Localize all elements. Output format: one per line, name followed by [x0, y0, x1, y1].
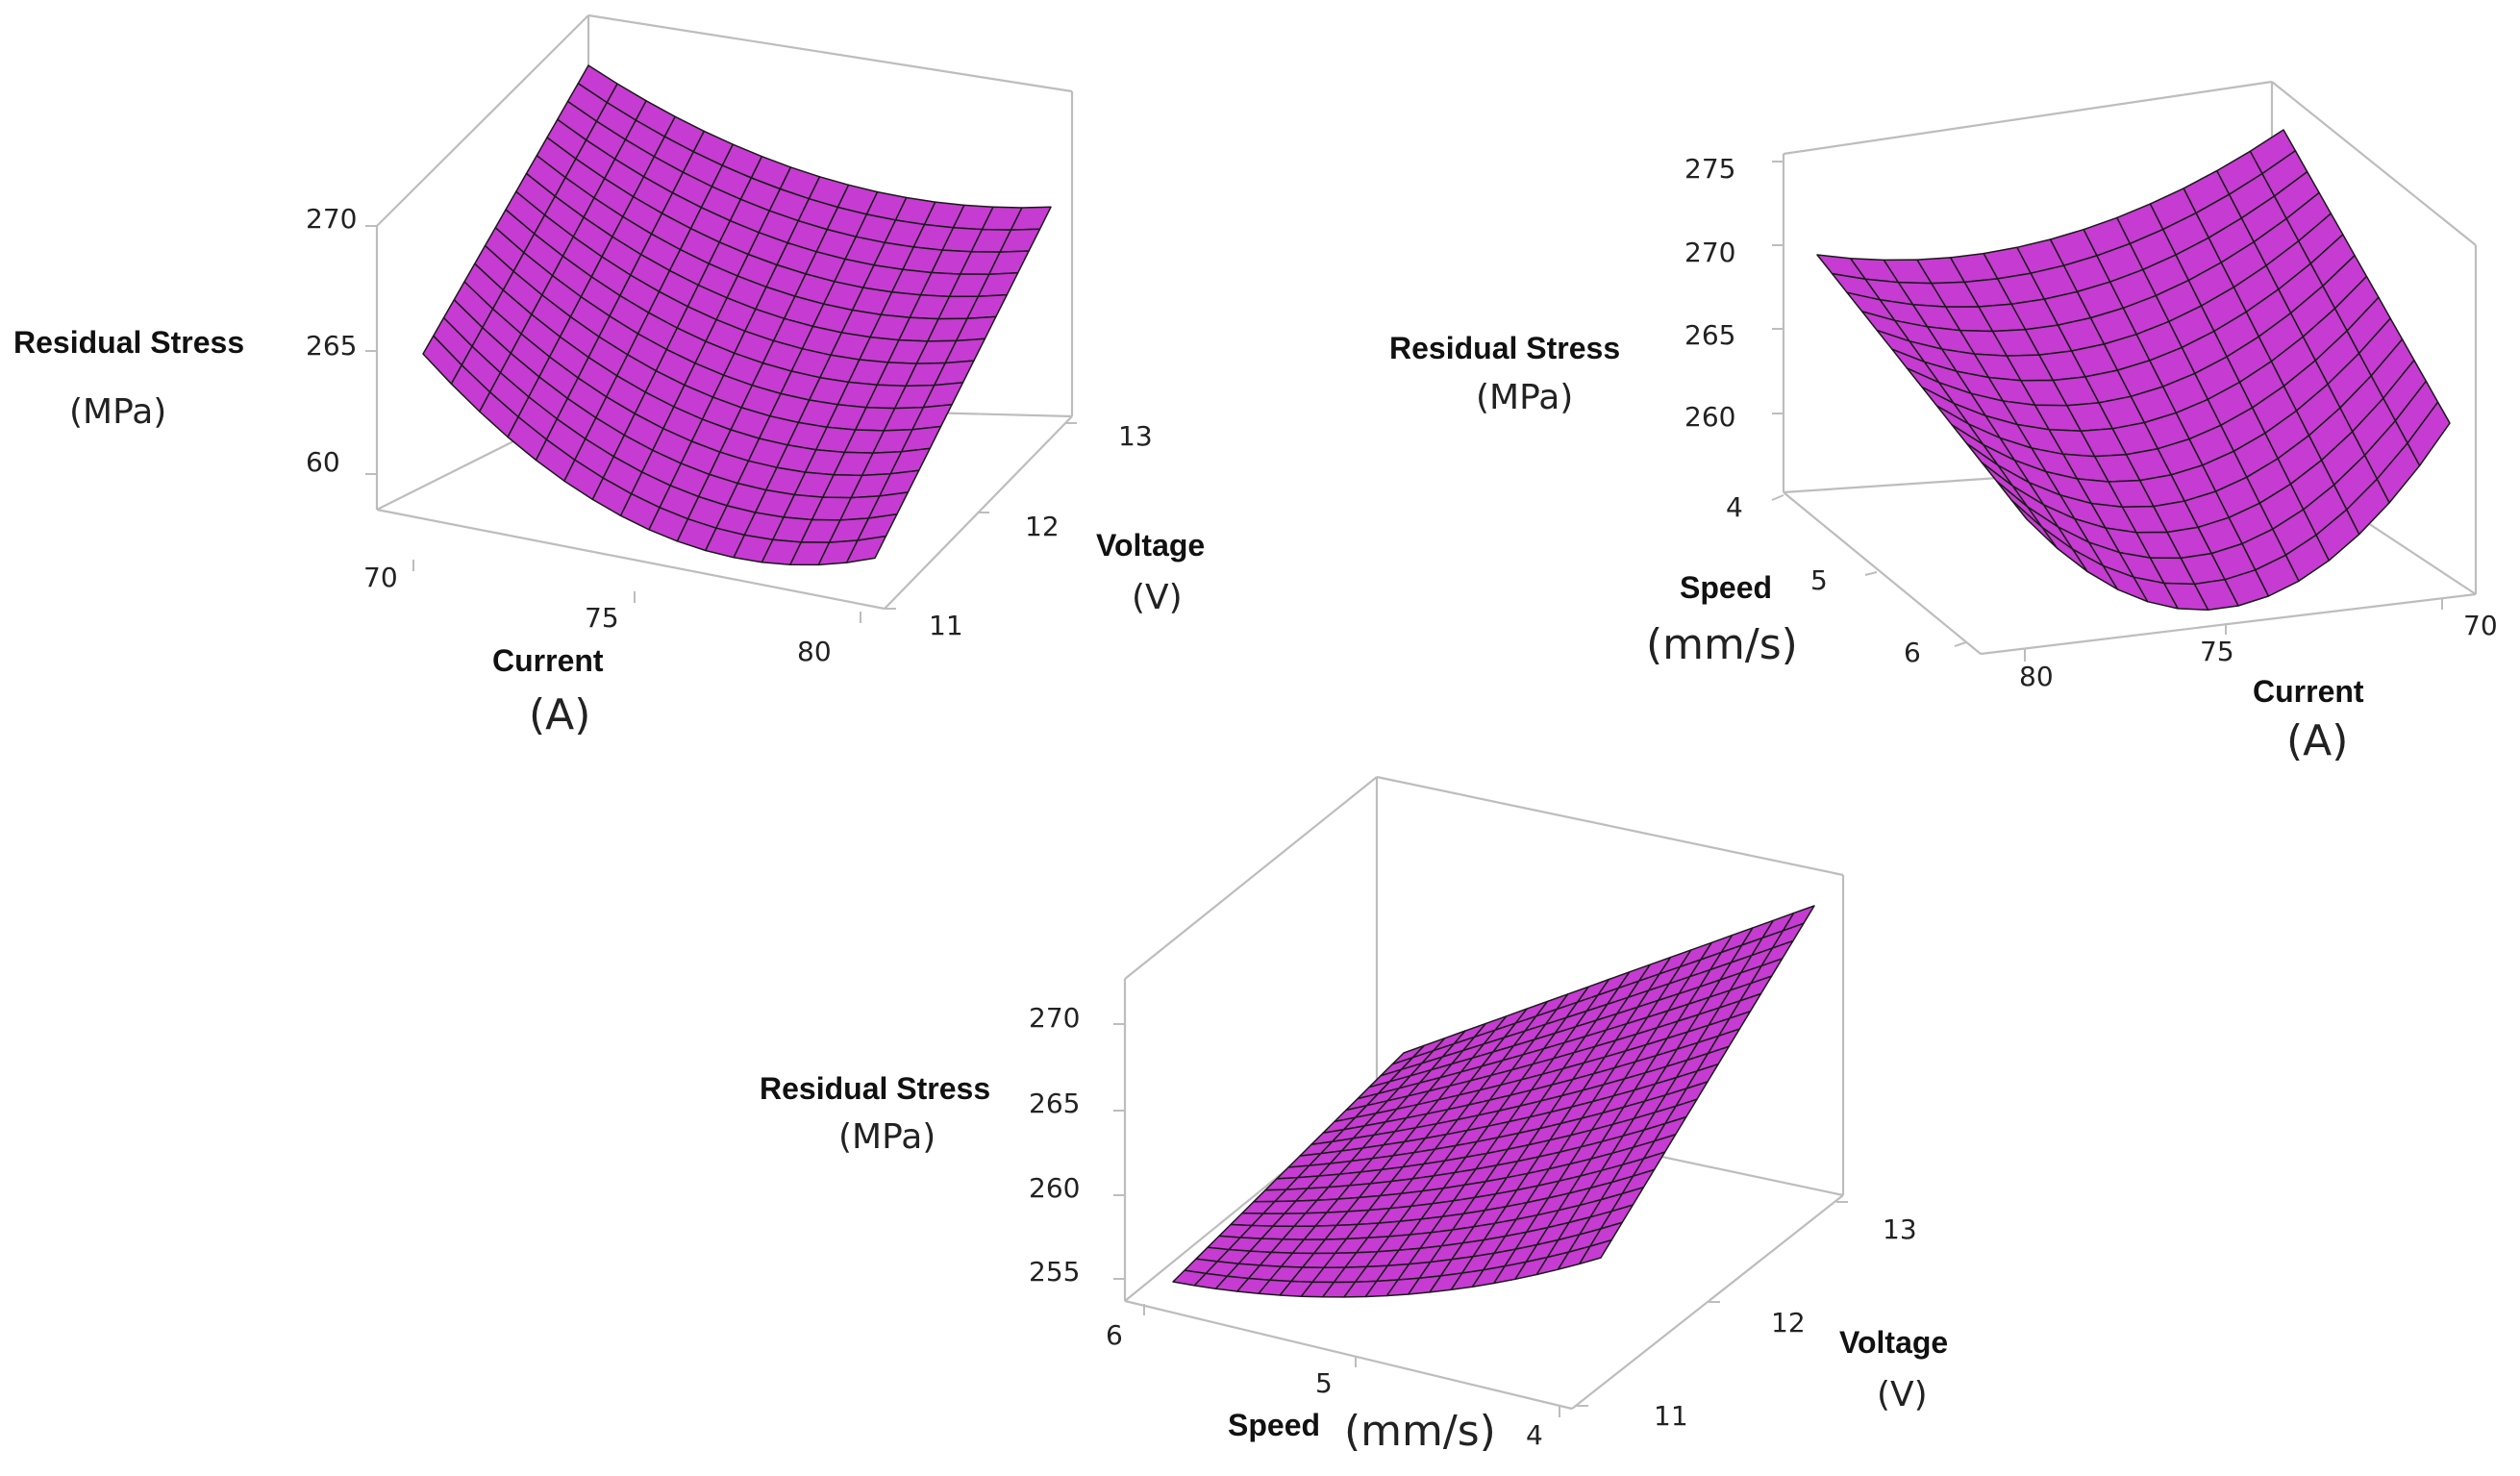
y-axis-title: Voltage — [1096, 528, 1205, 563]
x-axis-title: Current — [492, 643, 604, 678]
z-axis-title: Residual Stress — [760, 1071, 990, 1106]
z-axis-unit: (MPa) — [1476, 378, 1573, 417]
chart-speed-current: 275 270 265 260 4 5 6 80 75 70 Residual … — [1389, 80, 2498, 765]
z-axis-unit: (MPa) — [838, 1117, 936, 1157]
chart-speed-voltage: 270 265 260 255 6 5 4 11 12 13 Residual … — [760, 775, 1948, 1456]
y-tick-label: 11 — [929, 610, 963, 641]
surface-mesh-3 — [1172, 905, 1815, 1298]
z-tick-label: 265 — [306, 330, 357, 362]
z-tick-label: 270 — [306, 203, 357, 235]
axis-box-3 — [1123, 775, 1845, 1411]
z-axis-title: Residual Stress — [1389, 331, 1620, 365]
x-tick-label: 4 — [1526, 1419, 1543, 1451]
x-tick-label: 6 — [1106, 1319, 1123, 1351]
x-axis-unit: (mm/s) — [1646, 620, 1798, 669]
x-tick-label: 4 — [1726, 491, 1743, 523]
x-tick-label: 75 — [585, 602, 619, 634]
x-tick-label: 5 — [1810, 564, 1828, 596]
z-tick-label: 255 — [1029, 1256, 1080, 1288]
z-tick-label: 275 — [1684, 153, 1735, 185]
x-axis-unit: (mm/s) — [1344, 1407, 1496, 1456]
x-axis-unit: (A) — [529, 690, 590, 739]
z-tick-label: 60 — [306, 446, 340, 478]
x-tick-label: 70 — [363, 562, 398, 593]
y-axis-title: Current — [2253, 674, 2364, 709]
y-tick-label: 75 — [2200, 636, 2234, 667]
z-axis-unit: (MPa) — [69, 392, 166, 432]
y-tick-label: 13 — [1118, 420, 1153, 452]
y-tick-label: 13 — [1883, 1213, 1917, 1245]
y-axis-unit: (V) — [1877, 1375, 1928, 1414]
z-axis-title: Residual Stress — [13, 325, 244, 360]
x-tick-label: 80 — [797, 636, 832, 667]
y-axis-title: Voltage — [1839, 1325, 1948, 1360]
x-tick-label: 6 — [1904, 637, 1921, 668]
z-tick-label: 265 — [1684, 319, 1735, 351]
z-tick-label: 260 — [1684, 401, 1735, 433]
z-tick-label: 270 — [1684, 237, 1735, 268]
surface-mesh-2 — [1816, 129, 2451, 612]
y-tick-label: 12 — [1771, 1307, 1806, 1338]
z-tick-label: 270 — [1029, 1002, 1080, 1034]
z-tick-label: 260 — [1029, 1172, 1080, 1204]
surface-mesh-1 — [422, 64, 1052, 566]
surface-cell — [845, 535, 887, 563]
x-axis-title: Speed — [1680, 570, 1772, 605]
y-tick-label: 11 — [1654, 1400, 1688, 1432]
x-axis-title: Speed — [1228, 1408, 1320, 1442]
surface-cell — [1579, 1238, 1612, 1265]
z-tick-label: 265 — [1029, 1088, 1080, 1119]
y-axis-unit: (V) — [1132, 578, 1183, 617]
ticks-3 — [1113, 1023, 1848, 1417]
y-tick-label: 12 — [1025, 511, 1060, 542]
y-axis-unit: (A) — [2286, 716, 2348, 765]
surface-cell — [2010, 499, 2058, 549]
ticks-1 — [365, 225, 1077, 623]
y-tick-label: 70 — [2463, 610, 2498, 641]
chart-current-voltage: 270 265 60 70 75 80 11 12 13 Residual St… — [13, 13, 1205, 739]
y-tick-label: 80 — [2019, 661, 2054, 692]
x-tick-label: 5 — [1315, 1367, 1333, 1399]
ticks-2 — [1771, 161, 2443, 662]
